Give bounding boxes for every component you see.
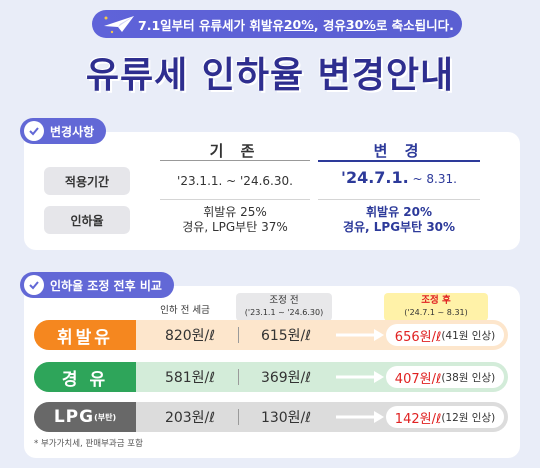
row-label-rate: 인하율 (44, 206, 130, 234)
fuel-label: 휘발유 (34, 320, 136, 350)
rate-after-diesel: 경유, LPG부탄 30% (342, 220, 456, 234)
tax-before: 615원/ℓ (260, 328, 312, 344)
period-after-start: '24.7.1. (341, 168, 409, 187)
fuel-label-text: LPG (53, 407, 95, 427)
banner-gasoline-rate: 20% (283, 16, 314, 32)
col-before-adjust-header: 조정 전 ('23.1.1 ~ '24.6.30) (236, 293, 332, 321)
col-prev-header: 인하 전 세금 (160, 305, 210, 316)
section-label-text: 변경사항 (50, 124, 95, 139)
period-after-end: ~ 8.31. (408, 172, 457, 186)
arrow-right-icon (336, 329, 384, 341)
paper-plane-icon (104, 16, 134, 34)
col-after-header: 변 경 (373, 142, 425, 160)
col-after-adjust-title: 조정 후 (421, 295, 451, 306)
period-after: '24.7.1. ~ 8.31. (318, 170, 480, 187)
tax-prev: 820원/ℓ (164, 328, 216, 344)
arrow-right-icon (336, 371, 384, 383)
divider (238, 327, 239, 343)
tax-after: 656원/ℓ (41원 인상) (386, 324, 504, 346)
rate-after-gasoline: 휘발유 20% (365, 205, 433, 219)
tax-increase-note: (12원 인상) (441, 411, 496, 424)
section-label-changes: 변경사항 (20, 118, 107, 144)
col-after-adjust-period: ('24.7.1 ~ 8.31) (404, 308, 468, 317)
banner-text-3: 로 축소됩니다. (375, 17, 454, 33)
rate-before-gasoline: 휘발유 25% (203, 205, 267, 219)
section-label-comparison: 인하율 조정 전후 비교 (20, 272, 174, 298)
divider (160, 199, 310, 200)
tax-after-value: 407원/ℓ (394, 371, 442, 387)
divider (318, 199, 480, 200)
divider (238, 369, 239, 385)
fuel-label: 경 유 (34, 362, 136, 392)
check-icon (24, 275, 44, 295)
tax-increase-note: (38원 인상) (441, 371, 496, 384)
tax-after-value: 656원/ℓ (394, 329, 442, 345)
col-before-adjust-title: 조정 전 (269, 295, 299, 306)
fuel-row-gasoline: 휘발유 820원/ℓ 615원/ℓ 656원/ℓ (41원 인상) (34, 320, 508, 350)
footnote: * 부가가치세, 판매부과금 포함 (34, 439, 143, 449)
col-before-adjust-period: ('23.1.1 ~ '24.6.30) (244, 308, 324, 317)
row-label-period: 적용기간 (44, 167, 130, 195)
tax-after-value: 142원/ℓ (394, 411, 442, 427)
tax-prev: 581원/ℓ (164, 370, 216, 386)
divider (160, 160, 310, 161)
notice-banner: 7.1일부터 유류세가 휘발유 20% , 경유 30% 로 축소됩니다. (92, 10, 462, 38)
fuel-row-diesel: 경 유 581원/ℓ 369원/ℓ 407원/ℓ (38원 인상) (34, 362, 508, 392)
rate-before-diesel: 경유, LPG부탄 37% (182, 220, 288, 234)
banner-text-1: 7.1일부터 유류세가 휘발유 (138, 17, 284, 33)
fuel-label: LPG (부탄) (34, 402, 136, 432)
col-after-adjust-header: 조정 후 ('24.7.1 ~ 8.31) (384, 293, 488, 321)
period-before: '23.1.1. ~ '24.6.30. (177, 174, 293, 188)
tax-before: 369원/ℓ (260, 370, 312, 386)
section-label-text: 인하율 조정 전후 비교 (50, 278, 162, 293)
page-title: 유류세 인하율 변경안내 (85, 55, 455, 96)
tax-after: 142원/ℓ (12원 인상) (386, 406, 504, 428)
col-before-header: 기 존 (209, 142, 261, 160)
tax-prev: 203원/ℓ (164, 410, 216, 426)
fuel-row-lpg: LPG (부탄) 203원/ℓ 130원/ℓ 142원/ℓ (12원 인상) (34, 402, 508, 432)
rate-after: 휘발유 20% 경유, LPG부탄 30% (318, 205, 480, 235)
fuel-label-sub: (부탄) (94, 412, 117, 422)
rate-before: 휘발유 25% 경유, LPG부탄 37% (160, 205, 310, 235)
divider (238, 409, 239, 425)
tax-before: 130원/ℓ (260, 410, 312, 426)
arrow-right-icon (336, 411, 384, 423)
tax-after: 407원/ℓ (38원 인상) (386, 366, 504, 388)
banner-diesel-rate: 30% (345, 16, 376, 32)
tax-increase-note: (41원 인상) (441, 329, 496, 342)
check-icon (24, 121, 44, 141)
divider (318, 160, 480, 162)
banner-text-2: , 경유 (313, 17, 346, 33)
